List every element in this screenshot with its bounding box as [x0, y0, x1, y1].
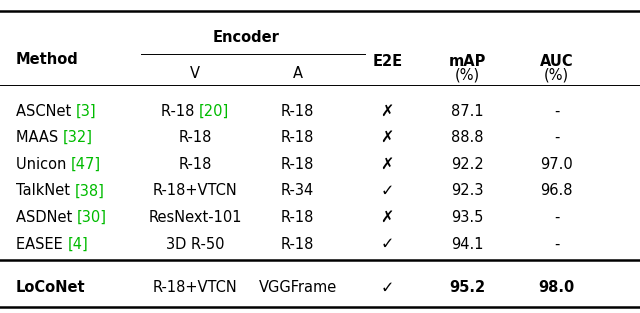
Text: VGGFrame: VGGFrame — [259, 280, 337, 295]
Text: (%): (%) — [544, 68, 570, 83]
Text: [38]: [38] — [75, 183, 104, 198]
Text: R-18: R-18 — [281, 157, 314, 172]
Text: ASDNet: ASDNet — [16, 210, 77, 225]
Text: ✗: ✗ — [381, 130, 394, 145]
Text: ASCNet: ASCNet — [16, 104, 76, 119]
Text: R-18: R-18 — [161, 104, 199, 119]
Text: [30]: [30] — [77, 210, 107, 225]
Text: [4]: [4] — [67, 237, 88, 252]
Text: R-18: R-18 — [281, 130, 314, 145]
Text: TalkNet: TalkNet — [16, 183, 75, 198]
Text: R-18: R-18 — [179, 130, 212, 145]
Text: R-18+VTCN: R-18+VTCN — [153, 183, 237, 198]
Text: V: V — [190, 66, 200, 81]
Text: 3D R-50: 3D R-50 — [166, 237, 225, 252]
Text: mAP: mAP — [449, 54, 486, 69]
Text: [20]: [20] — [199, 104, 229, 119]
Text: EASEE: EASEE — [16, 237, 67, 252]
Text: (%): (%) — [454, 68, 480, 83]
Text: 95.2: 95.2 — [449, 280, 485, 295]
Text: 98.0: 98.0 — [539, 280, 575, 295]
Text: AUC: AUC — [540, 54, 573, 69]
Text: 93.5: 93.5 — [451, 210, 483, 225]
Text: LoCoNet: LoCoNet — [16, 280, 86, 295]
Text: [3]: [3] — [76, 104, 97, 119]
Text: R-18: R-18 — [281, 237, 314, 252]
Text: R-34: R-34 — [281, 183, 314, 198]
Text: ✓: ✓ — [381, 183, 394, 198]
Text: ✓: ✓ — [381, 280, 394, 295]
Text: 92.3: 92.3 — [451, 183, 483, 198]
Text: ✗: ✗ — [381, 157, 394, 172]
Text: -: - — [554, 104, 559, 119]
Text: MAAS: MAAS — [16, 130, 63, 145]
Text: E2E: E2E — [372, 54, 403, 69]
Text: ✗: ✗ — [381, 104, 394, 119]
Text: 92.2: 92.2 — [451, 157, 484, 172]
Text: R-18: R-18 — [281, 210, 314, 225]
Text: -: - — [554, 130, 559, 145]
Text: -: - — [554, 237, 559, 252]
Text: ResNext-101: ResNext-101 — [148, 210, 242, 225]
Text: 88.8: 88.8 — [451, 130, 483, 145]
Text: A: A — [292, 66, 303, 81]
Text: -: - — [554, 210, 559, 225]
Text: 87.1: 87.1 — [451, 104, 483, 119]
Text: ✓: ✓ — [381, 237, 394, 252]
Text: R-18: R-18 — [281, 104, 314, 119]
Text: 97.0: 97.0 — [540, 157, 573, 172]
Text: Encoder: Encoder — [213, 30, 280, 45]
Text: Method: Method — [16, 52, 79, 67]
Text: 94.1: 94.1 — [451, 237, 483, 252]
Text: 96.8: 96.8 — [541, 183, 573, 198]
Text: [47]: [47] — [71, 157, 101, 172]
Text: Unicon: Unicon — [16, 157, 71, 172]
Text: R-18: R-18 — [179, 157, 212, 172]
Text: [32]: [32] — [63, 130, 93, 145]
Text: R-18+VTCN: R-18+VTCN — [153, 280, 237, 295]
Text: ✗: ✗ — [381, 210, 394, 225]
